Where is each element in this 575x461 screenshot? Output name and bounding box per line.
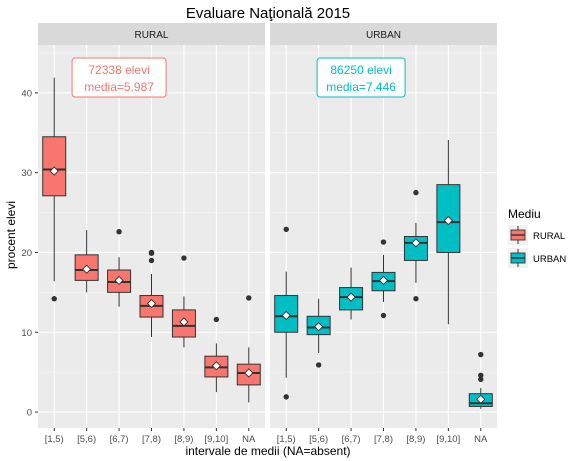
box-urban-5	[436, 139, 461, 325]
x-tick-label: [1,5)	[45, 434, 64, 445]
box-urban-3	[371, 239, 396, 319]
outlier-point	[116, 229, 122, 235]
outlier-point	[181, 255, 187, 261]
outlier-point	[380, 239, 387, 245]
x-tick-label: [7,8)	[374, 434, 393, 445]
box-rural-3	[139, 249, 164, 338]
annotation-count: 86250 elevi	[330, 63, 391, 77]
outlier-point	[51, 296, 57, 302]
mean-marker	[346, 292, 356, 302]
x-tick-label: [9,10]	[436, 434, 460, 445]
mean-marker	[114, 275, 124, 286]
annotation-box	[71, 57, 167, 98]
box-rural-5	[204, 316, 229, 393]
strip-label: RURAL	[135, 30, 169, 41]
x-tick-label: [7,8)	[142, 434, 161, 445]
box-urban-6	[468, 351, 493, 409]
legend-title: Mediu	[508, 207, 541, 221]
legend-item-urban: URBAN	[508, 248, 566, 268]
x-axis-label: intervale de medii (NA=absent)	[185, 444, 350, 458]
annotation-label: 86250 elevi media=7.446	[316, 57, 406, 98]
x-tick-label: [8,9)	[406, 434, 425, 445]
x-tick-label: NA	[242, 434, 256, 445]
outlier-point	[413, 296, 419, 302]
box-rural-1	[74, 230, 99, 293]
outlier-point	[478, 372, 484, 379]
outlier-point	[413, 189, 419, 196]
annotation-mean: media=5.987	[84, 80, 154, 94]
box-urban-1	[306, 298, 331, 368]
mean-marker	[476, 394, 486, 404]
panels: RURAL [1,5) [5,6) [6,7) [7,8) [8,9) [9,10] NA 72…	[38, 23, 497, 445]
outlier-point	[148, 257, 155, 264]
box-rural-0	[42, 77, 67, 302]
box-rural-2	[107, 229, 132, 307]
outlier-point	[315, 362, 322, 368]
x-tick-label: [6,7)	[342, 434, 361, 445]
y-tick-label: 0	[27, 408, 32, 419]
annotation-label: 72338 elevi media=5.987	[71, 57, 167, 98]
panel-urban: URBAN [1,5) [5,6) [6,7) [7,8) [8,9) [9,10] NA 86…	[270, 23, 497, 445]
mean-marker	[411, 238, 421, 248]
mean-marker	[179, 317, 189, 327]
box-rural-6	[236, 295, 261, 403]
x-tick-label: [8,9)	[174, 434, 193, 445]
mean-marker	[281, 310, 291, 321]
mean-marker	[82, 264, 92, 274]
chart-title: Evaluare Naţională 2015	[186, 5, 350, 22]
y-axis-label: procent elevi	[4, 201, 18, 269]
y-tick-label: 10	[21, 328, 32, 339]
mean-marker	[314, 322, 324, 332]
outlier-point	[478, 376, 484, 383]
legend-label: URBAN	[533, 254, 566, 265]
box	[42, 136, 67, 197]
mean-marker	[378, 275, 389, 286]
y-tick-label: 30	[21, 168, 32, 179]
panel-rural: RURAL [1,5) [5,6) [6,7) [7,8) [8,9) [9,10] NA 72…	[38, 23, 265, 445]
box-urban-4	[403, 189, 428, 302]
legend-item-rural: RURAL	[508, 225, 565, 245]
outlier-point	[283, 394, 289, 400]
x-tick-label: [1,5)	[277, 434, 296, 445]
outlier-point	[380, 312, 387, 319]
annotation-count: 72338 elevi	[88, 63, 149, 77]
strip-background	[38, 23, 265, 45]
outlier-point	[213, 316, 220, 323]
legend: Mediu RURAL URBAN	[508, 207, 566, 268]
outlier-point	[478, 351, 484, 358]
y-tick-label: 20	[21, 248, 32, 259]
mean-marker	[244, 368, 254, 378]
x-tick-label: [9,10]	[204, 434, 228, 445]
annotation-mean: media=7.446	[326, 80, 396, 94]
mean-marker	[49, 166, 59, 176]
outlier-point	[283, 226, 289, 233]
y-axis: 0 10 20 30 40	[21, 88, 38, 419]
mean-marker	[211, 361, 221, 371]
x-tick-label: [6,7)	[110, 434, 129, 445]
x-tick-label: [5,6)	[309, 434, 328, 445]
mean-marker	[146, 298, 157, 309]
outlier-point	[246, 295, 252, 301]
strip-label: URBAN	[366, 30, 401, 41]
mean-marker	[443, 215, 453, 226]
y-tick-label: 40	[21, 88, 32, 99]
box-urban-0	[274, 226, 299, 400]
box-urban-2	[339, 267, 364, 320]
strip-background	[270, 23, 497, 45]
annotation-box	[316, 57, 406, 98]
outlier-point	[148, 249, 155, 256]
x-tick-label: [5,6)	[77, 434, 96, 445]
box-rural-4	[171, 255, 196, 348]
x-tick-label: NA	[474, 434, 488, 445]
legend-label: RURAL	[533, 231, 565, 242]
